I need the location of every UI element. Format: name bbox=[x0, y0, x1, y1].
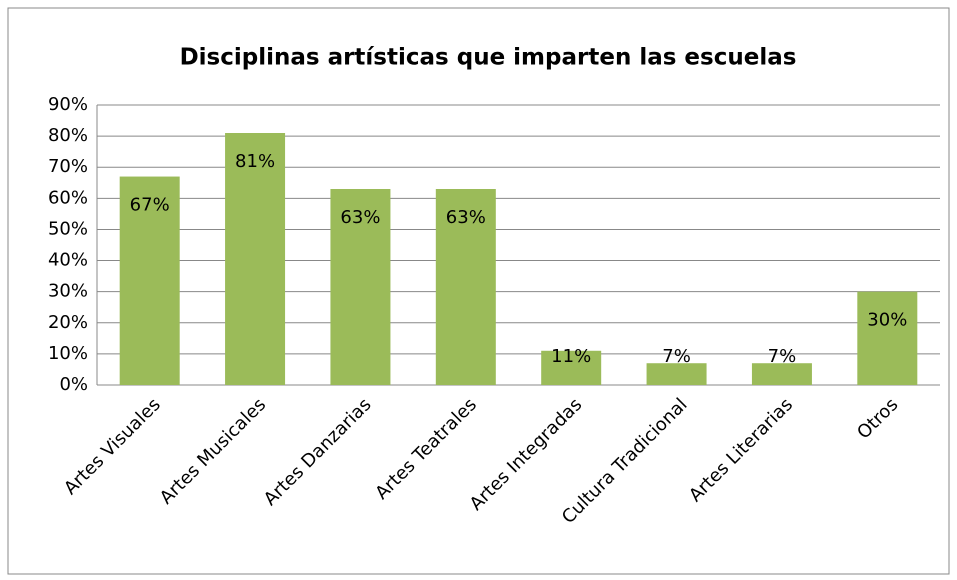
bar bbox=[330, 189, 391, 385]
y-tick-label: 60% bbox=[48, 187, 88, 208]
bar bbox=[751, 363, 812, 385]
data-label: 63% bbox=[340, 207, 380, 228]
y-tick-label: 40% bbox=[48, 250, 88, 271]
data-label: 11% bbox=[551, 346, 591, 367]
bar bbox=[541, 350, 602, 385]
data-label: 30% bbox=[867, 310, 907, 331]
y-tick-label: 50% bbox=[48, 218, 88, 239]
bar bbox=[857, 291, 918, 385]
bar bbox=[646, 363, 707, 385]
y-tick-label: 90% bbox=[48, 94, 88, 115]
bar bbox=[119, 176, 180, 385]
y-tick-label: 30% bbox=[48, 281, 88, 302]
y-tick-label: 20% bbox=[48, 312, 88, 333]
data-label: 81% bbox=[235, 151, 275, 172]
bar bbox=[435, 189, 496, 385]
chart-title: Disciplinas artísticas que imparten las … bbox=[180, 45, 797, 71]
data-label: 7% bbox=[662, 346, 691, 367]
y-tick-label: 70% bbox=[48, 156, 88, 177]
y-tick-label: 0% bbox=[59, 374, 88, 395]
y-tick-label: 80% bbox=[48, 125, 88, 146]
data-label: 7% bbox=[768, 346, 797, 367]
data-label: 63% bbox=[446, 207, 486, 228]
data-label: 67% bbox=[130, 195, 170, 216]
bar bbox=[225, 133, 286, 385]
y-tick-label: 10% bbox=[48, 343, 88, 364]
